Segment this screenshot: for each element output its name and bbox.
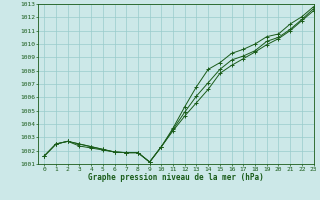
X-axis label: Graphe pression niveau de la mer (hPa): Graphe pression niveau de la mer (hPa) <box>88 173 264 182</box>
